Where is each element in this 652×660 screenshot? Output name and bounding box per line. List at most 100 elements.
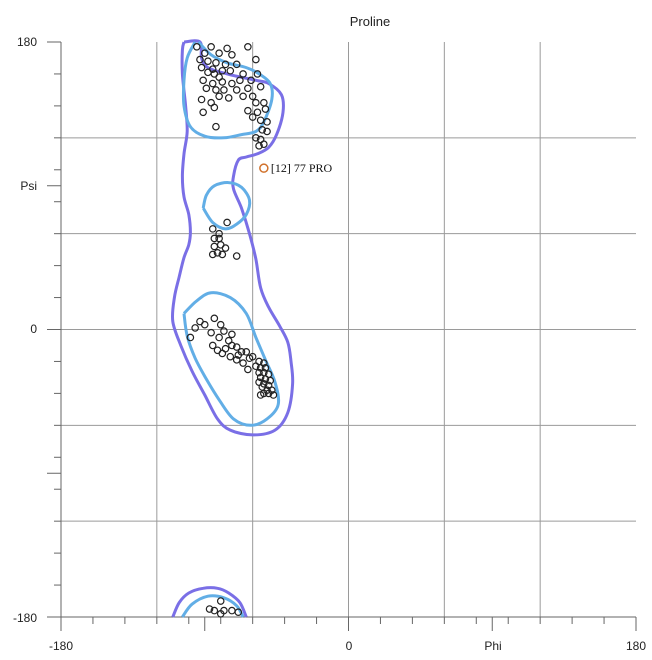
- x-axis-label: Phi: [484, 639, 501, 653]
- data-point: [226, 352, 235, 361]
- data-point: [218, 349, 227, 358]
- favored-region-contour: [182, 291, 281, 427]
- y-tick-label-0: 0: [30, 322, 37, 336]
- data-point: [252, 362, 260, 371]
- data-point: [269, 391, 278, 399]
- data-point: [202, 84, 211, 93]
- data-point: [205, 605, 214, 613]
- data-point: [234, 351, 243, 359]
- data-point: [256, 116, 265, 125]
- data-point: [232, 356, 241, 364]
- data-point: [207, 328, 215, 337]
- data-point: [216, 610, 225, 618]
- data-point: [261, 375, 270, 383]
- data-point: [252, 134, 260, 142]
- data-point: [216, 320, 225, 329]
- data-point: [218, 78, 227, 86]
- data-point: [248, 352, 257, 361]
- allowed-region-contour: [170, 39, 295, 437]
- data-point: [232, 343, 241, 351]
- data-point: [215, 49, 223, 57]
- data-point: [200, 320, 209, 329]
- data-point: [248, 113, 257, 121]
- data-point: [253, 70, 262, 78]
- favored-region-contour: [181, 40, 274, 140]
- data-point: [244, 84, 252, 93]
- data-point: [239, 70, 247, 78]
- data-point: [239, 359, 247, 367]
- data-point: [260, 98, 268, 107]
- data-point: [197, 63, 206, 72]
- data-point: [220, 327, 228, 335]
- data-point: [221, 244, 230, 252]
- data-point: [258, 126, 267, 134]
- data-point: [266, 376, 275, 385]
- data-point: [212, 86, 220, 94]
- data-point: [255, 142, 263, 150]
- data-point: [228, 341, 236, 350]
- y-axis-label: Psi: [20, 179, 37, 193]
- data-point: [224, 94, 233, 102]
- outlier-label: [12] 77 PRO: [271, 161, 333, 175]
- data-point: [239, 92, 247, 101]
- data-point: [208, 225, 217, 233]
- grid: [61, 42, 636, 617]
- data-point: [210, 242, 219, 251]
- data-points: [186, 42, 278, 618]
- data-point: [210, 103, 219, 112]
- y-tick-label-neg180: -180: [13, 611, 37, 625]
- data-point: [256, 391, 265, 399]
- data-point: [226, 66, 235, 75]
- x-tick-label-neg180: -180: [49, 639, 73, 653]
- data-point: [204, 68, 212, 77]
- favored-region-contour: [181, 594, 245, 618]
- allowed-region-contour: [171, 586, 248, 618]
- data-point: [263, 118, 271, 126]
- data-point: [216, 597, 225, 605]
- data-point: [208, 341, 217, 350]
- data-point: [228, 50, 236, 59]
- x-tick-label-0: 0: [346, 639, 353, 653]
- data-point: [244, 106, 252, 115]
- axes: [47, 41, 637, 631]
- data-point: [228, 606, 236, 615]
- data-point: [244, 42, 252, 51]
- data-point: [253, 108, 262, 117]
- outlier-point: [259, 163, 269, 173]
- data-point: [242, 348, 251, 356]
- data-point: [215, 92, 223, 101]
- data-point: [252, 55, 260, 64]
- data-point: [210, 234, 219, 243]
- data-point: [191, 324, 199, 332]
- data-point: [208, 250, 217, 259]
- data-point: [199, 108, 207, 117]
- data-point: [228, 79, 236, 88]
- data-point: [234, 608, 243, 617]
- data-point: [212, 122, 220, 131]
- data-point: [232, 252, 241, 260]
- data-point: [252, 98, 260, 107]
- data-point: [263, 127, 271, 136]
- chart-title: Proline: [350, 14, 390, 29]
- data-point: [207, 42, 215, 51]
- x-tick-label-180: 180: [626, 639, 646, 653]
- data-point: [210, 314, 219, 323]
- data-point: [261, 105, 270, 113]
- data-point: [212, 58, 220, 67]
- data-point: [255, 368, 263, 377]
- data-point: [218, 250, 227, 259]
- data-point: [232, 60, 241, 69]
- y-tick-label-180: 180: [17, 35, 37, 49]
- data-point: [215, 229, 223, 238]
- data-point: [221, 60, 230, 69]
- data-point: [218, 66, 227, 75]
- data-point: [244, 365, 252, 374]
- data-point: [260, 140, 268, 149]
- data-point: [196, 55, 204, 64]
- data-point: [186, 333, 195, 342]
- data-point: [256, 82, 265, 91]
- data-point: [223, 44, 231, 53]
- data-point: [197, 95, 206, 104]
- data-point: [199, 76, 207, 85]
